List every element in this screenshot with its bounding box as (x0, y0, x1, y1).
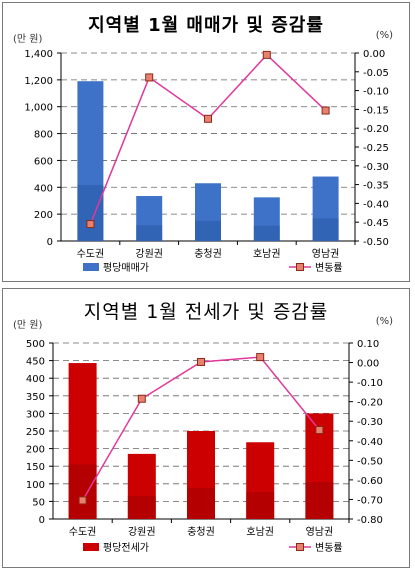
category-label: 수도권 (77, 248, 105, 260)
jeonse-price-chart: 0 50 100 150 200 250 300 350 400 450 500 0.10 0.00 -0… (26, 339, 383, 554)
bar-shade (187, 488, 215, 519)
right-axis-tick-label: -0.45 (363, 218, 389, 229)
right-axis-tick-label: -0.10 (363, 87, 389, 98)
change-rate-marker (262, 50, 271, 59)
right-axis-tick-label: -0.60 (357, 476, 383, 487)
right-axis-tick-label: 0.10 (357, 339, 379, 350)
sales-price-chart: 0 200 400 600 800 1,000 1,200 1,400 0.00 -0.05 -0.… (24, 49, 389, 274)
right-axis-tick-label: -0.30 (357, 417, 383, 428)
jeonse-price-chart-panel: 지역별 1월 전세가 및 증감률 (만 원) (%) 0 50 100 150 200 2… (2, 288, 410, 568)
change-rate-marker (145, 73, 154, 82)
category-label: 강원권 (128, 526, 156, 538)
right-axis-tick-label: -0.40 (363, 199, 389, 210)
left-axis-tick-label: 300 (26, 409, 45, 420)
bar-shade (136, 225, 163, 241)
left-axis-tick-label: 350 (26, 392, 45, 403)
left-axis-tick-label: 50 (32, 497, 45, 508)
sales-price-chart-panel: 지역별 1월 매매가 및 증감률 (만 원) (%) 0 200 400 600 800… (2, 2, 410, 282)
left-axis-tick-label: 600 (34, 156, 53, 167)
left-axis-tick-label: 450 (26, 357, 45, 368)
legend-line-label: 변동률 (315, 542, 343, 554)
right-axis-tick-label: -0.80 (357, 515, 383, 526)
legend-line-marker (296, 263, 304, 271)
bar-shade (305, 482, 334, 519)
legend-bar-swatch (83, 263, 99, 271)
change-rate-marker (204, 114, 212, 123)
right-axis-tick-label: -0.40 (357, 437, 383, 448)
left-axis-tick-label: 150 (26, 462, 45, 473)
bar-shade (77, 185, 104, 241)
change-rate-marker (78, 496, 87, 505)
right-axis-tick-label: -0.05 (363, 68, 389, 79)
left-axis-tick-label: 500 (26, 339, 45, 350)
right-axis-tick-label: -0.10 (357, 378, 383, 389)
change-rate-marker (315, 426, 324, 435)
category-label: 영남권 (312, 248, 340, 260)
change-rate-marker (197, 357, 205, 366)
category-label: 수도권 (69, 526, 97, 538)
legend-bar-label: 평당매매가 (103, 262, 149, 274)
chart-title: 지역별 1월 매매가 및 증감률 (88, 15, 324, 36)
category-label: 호남권 (253, 248, 281, 260)
change-rate-marker (256, 353, 265, 362)
legend-bar-swatch (83, 543, 99, 551)
left-axis-tick-label: 1,000 (24, 103, 53, 114)
left-axis-tick-label: 400 (34, 183, 53, 194)
left-axis-unit: (만 원) (13, 34, 43, 45)
right-axis-tick-label: -0.20 (363, 124, 389, 135)
bar-shade (246, 492, 275, 519)
left-axis-unit: (만 원) (13, 320, 43, 331)
left-axis-tick-label: 1,400 (24, 49, 53, 60)
category-label: 충청권 (187, 526, 215, 538)
right-axis-tick-label: -0.25 (363, 143, 389, 154)
right-axis-tick-label: -0.30 (363, 162, 389, 173)
chart-title: 지역별 1월 전세가 및 증감률 (83, 301, 329, 323)
bar-shade (195, 220, 221, 241)
right-axis-tick-label: -0.20 (357, 398, 383, 409)
left-axis-tick-label: 0 (47, 237, 53, 248)
legend-line-marker (296, 543, 304, 551)
bar-shade (68, 464, 97, 519)
right-axis-tick-label: -0.70 (357, 495, 383, 506)
right-axis-tick-label: -0.35 (363, 181, 389, 192)
left-axis-tick-label: 250 (26, 427, 45, 438)
right-axis-tick-label: -0.50 (357, 456, 383, 467)
right-axis-tick-label: -0.15 (363, 105, 389, 116)
right-axis-tick-label: -0.50 (363, 237, 389, 248)
left-axis-tick-label: 100 (26, 480, 45, 491)
legend-bar-label: 평당전세가 (103, 542, 149, 554)
left-axis-tick-label: 200 (26, 445, 45, 456)
right-axis-unit: (%) (375, 30, 393, 41)
change-rate-marker (137, 394, 146, 403)
change-rate-marker (86, 220, 95, 229)
bar-shade (253, 225, 280, 241)
legend-line-label: 변동률 (315, 262, 343, 274)
bar-shade (312, 218, 339, 241)
left-axis-tick-label: 1,200 (24, 76, 53, 87)
left-axis-tick-label: 0 (39, 515, 45, 526)
bar-shade (127, 496, 156, 519)
left-axis-tick-label: 200 (34, 210, 53, 221)
left-axis-tick-label: 800 (34, 130, 53, 141)
category-label: 호남권 (246, 526, 274, 538)
change-rate-marker (321, 106, 330, 115)
right-axis-tick-label: 0.00 (363, 49, 385, 60)
left-axis-tick-label: 400 (26, 374, 45, 385)
right-axis-tick-label: 0.00 (357, 359, 379, 370)
category-label: 강원권 (135, 248, 163, 260)
right-axis-unit: (%) (375, 316, 393, 327)
category-label: 영남권 (306, 526, 334, 538)
category-label: 충청권 (194, 248, 222, 260)
